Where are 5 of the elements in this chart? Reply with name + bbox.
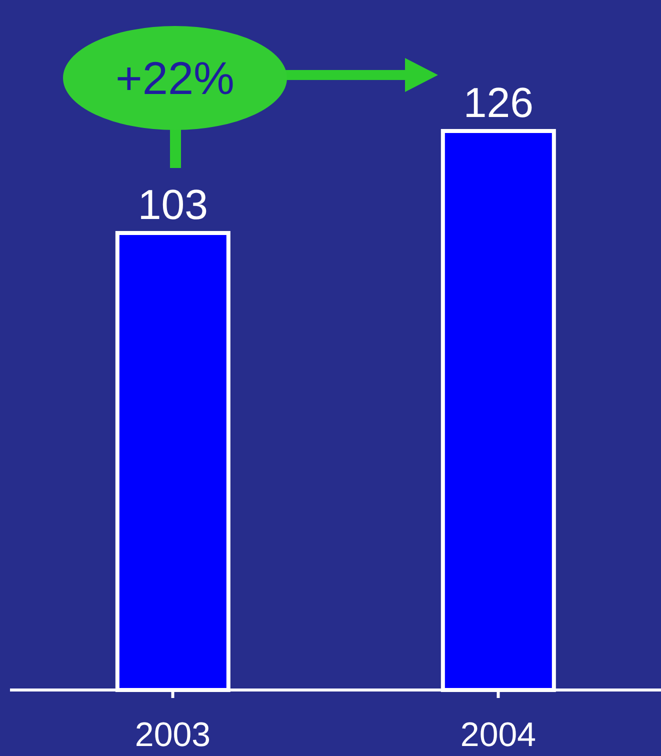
data-label: 103	[138, 181, 208, 228]
x-tick-label: 2003	[134, 716, 211, 754]
text: +22%	[116, 52, 234, 104]
x-tick-label: 2004	[460, 716, 536, 754]
data-label: 126	[463, 79, 534, 126]
